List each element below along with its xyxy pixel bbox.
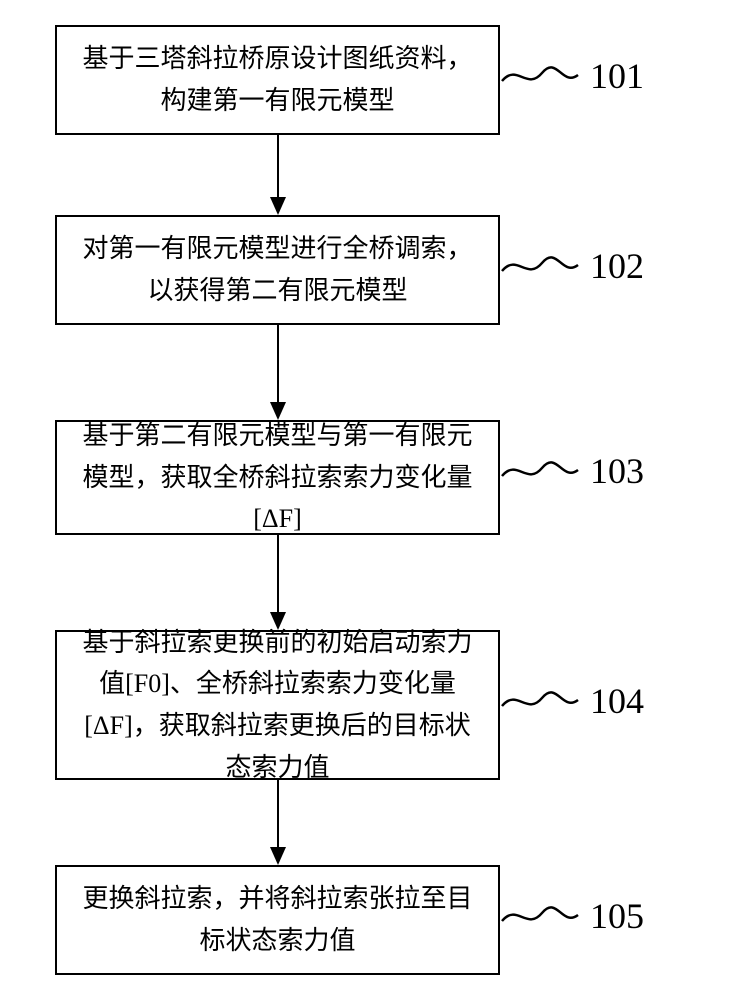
flow-step-101: 基于三塔斜拉桥原设计图纸资料，构建第一有限元模型 [55,25,500,135]
flowchart-canvas: 基于三塔斜拉桥原设计图纸资料，构建第一有限元模型101对第一有限元模型进行全桥调… [0,0,739,1000]
label-connector [502,682,602,722]
flow-step-text: 基于斜拉索更换前的初始启动索力值[F0]、全桥斜拉索索力变化量[ΔF]，获取斜拉… [75,622,480,788]
flow-step-104: 基于斜拉索更换前的初始启动索力值[F0]、全桥斜拉索索力变化量[ΔF]，获取斜拉… [55,630,500,780]
label-connector [502,247,602,287]
label-connector [502,452,602,492]
flow-step-text: 更换斜拉索，并将斜拉索张拉至目标状态索力值 [75,878,480,961]
flow-arrow [258,780,298,865]
flow-step-102: 对第一有限元模型进行全桥调索，以获得第二有限元模型 [55,215,500,325]
flow-arrow [258,325,298,420]
flow-step-103: 基于第二有限元模型与第一有限元模型，获取全桥斜拉索索力变化量[ΔF] [55,420,500,535]
flow-step-text: 基于三塔斜拉桥原设计图纸资料，构建第一有限元模型 [75,38,480,121]
flow-arrow [258,535,298,630]
flow-arrow [258,135,298,215]
label-connector [502,897,602,937]
flow-step-text: 基于第二有限元模型与第一有限元模型，获取全桥斜拉索索力变化量[ΔF] [75,415,480,540]
label-connector [502,57,602,97]
flow-step-text: 对第一有限元模型进行全桥调索，以获得第二有限元模型 [75,228,480,311]
flow-step-105: 更换斜拉索，并将斜拉索张拉至目标状态索力值 [55,865,500,975]
